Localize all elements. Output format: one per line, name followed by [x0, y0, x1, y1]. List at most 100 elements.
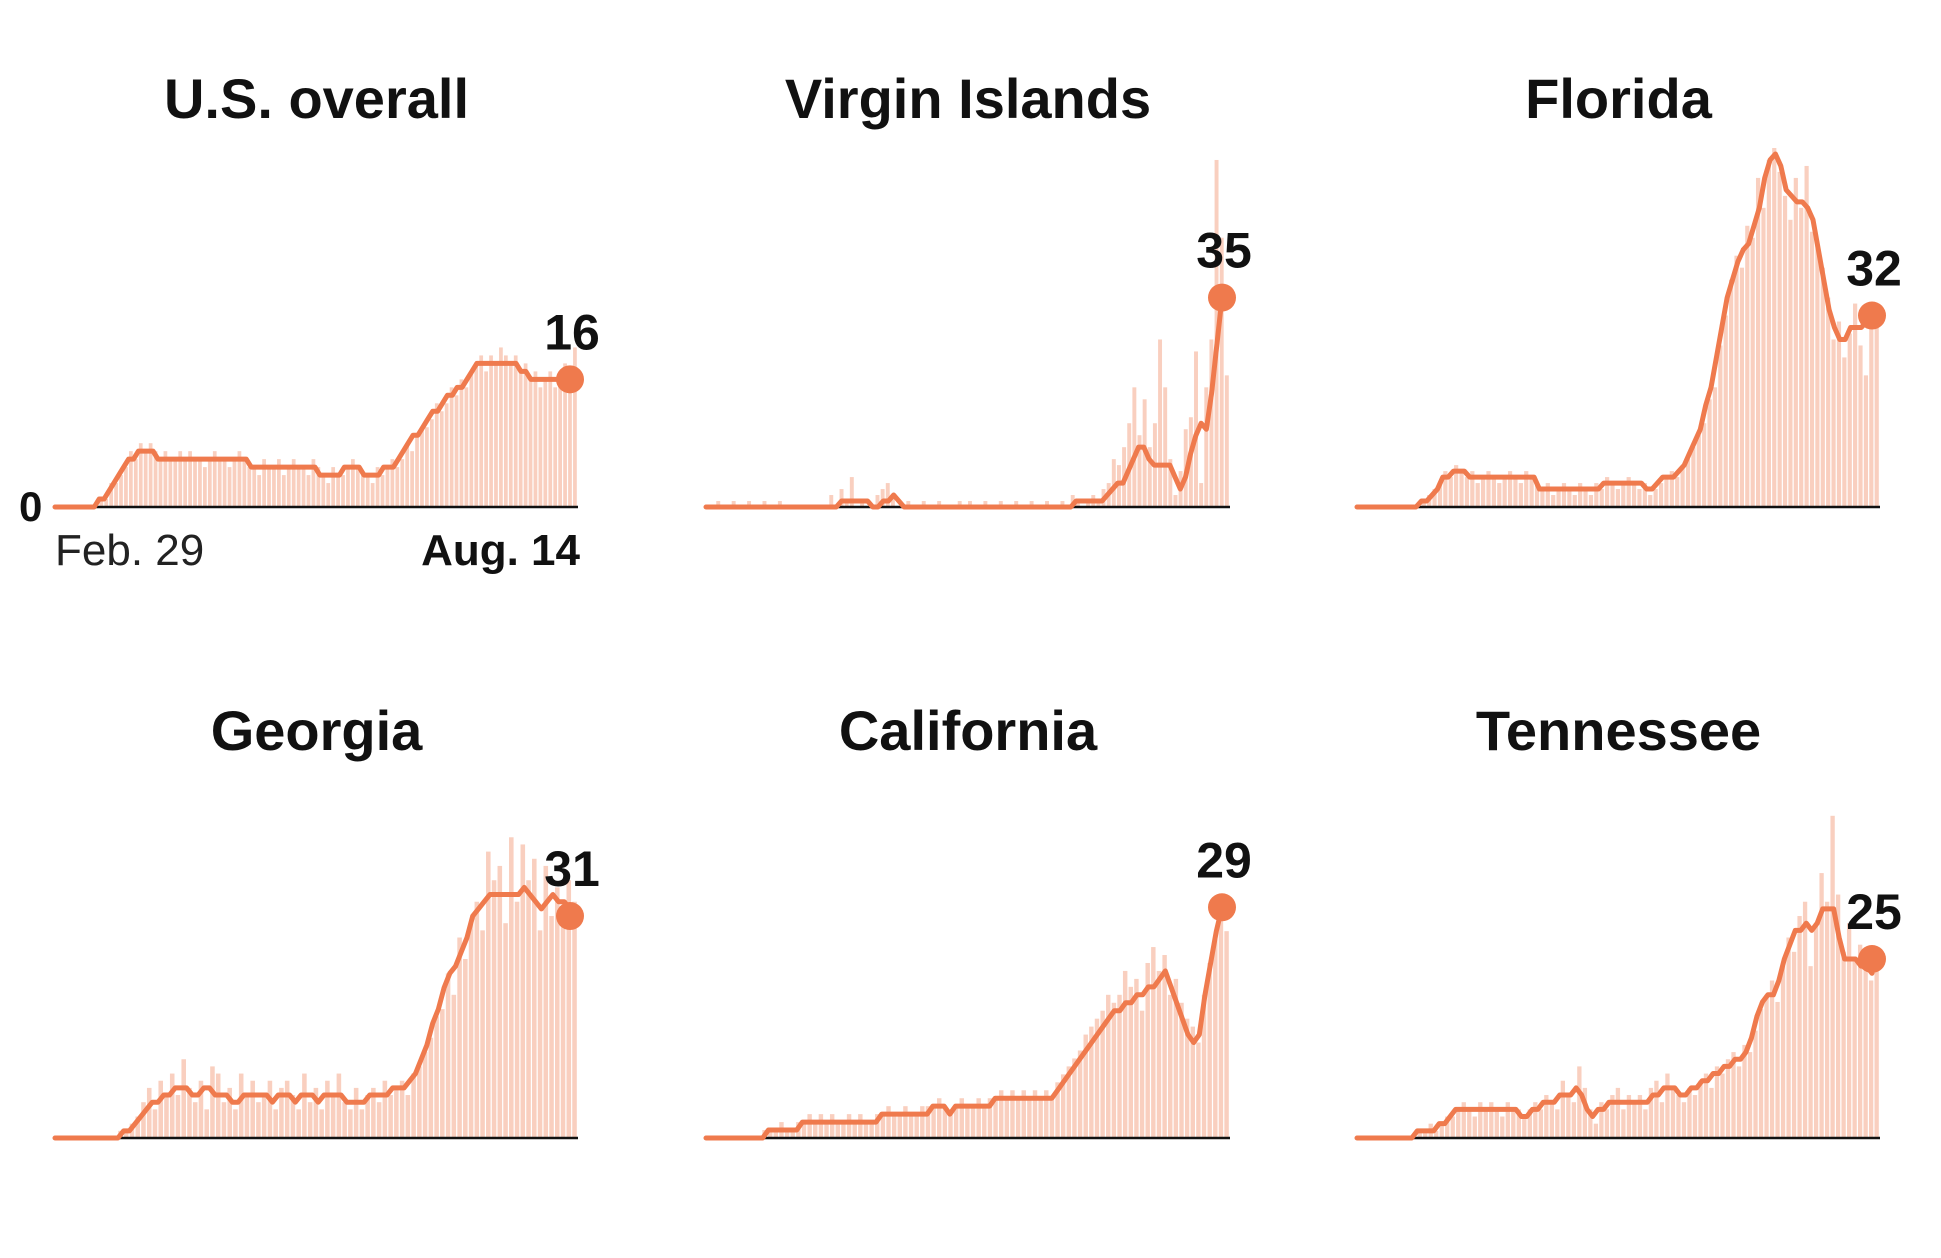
end-point-marker — [1208, 893, 1236, 922]
end-point-marker — [556, 365, 584, 394]
daily-bar — [1549, 1102, 1554, 1138]
daily-bar — [1857, 944, 1863, 1138]
daily-bar — [1642, 483, 1647, 507]
daily-bar — [1824, 901, 1830, 1138]
daily-bar — [365, 1095, 370, 1138]
daily-bar — [1718, 345, 1723, 507]
daily-bar — [1610, 1095, 1615, 1138]
daily-bar — [158, 1080, 163, 1138]
daily-bar — [1802, 901, 1808, 1138]
daily-bar — [1772, 148, 1777, 507]
daily-bar — [124, 467, 128, 507]
daily-bar — [518, 371, 523, 507]
daily-bar — [233, 1109, 238, 1138]
daily-bar — [1511, 1109, 1516, 1138]
daily-bar — [1777, 171, 1782, 507]
daily-bar — [849, 477, 854, 507]
daily-bar — [316, 467, 321, 507]
daily-bar — [133, 459, 138, 507]
daily-bar — [1615, 1087, 1621, 1138]
daily-bar — [1448, 477, 1453, 507]
daily-bar — [1209, 339, 1214, 507]
daily-bar — [1489, 1102, 1494, 1138]
daily-bar — [1027, 1098, 1032, 1138]
daily-bar — [1467, 1109, 1472, 1138]
daily-bars — [1417, 815, 1879, 1138]
daily-bar — [1491, 477, 1496, 507]
daily-bar — [1475, 483, 1480, 507]
daily-bar — [1863, 966, 1868, 1138]
daily-bar — [497, 865, 503, 1138]
daily-bar — [261, 1095, 267, 1138]
daily-bar — [1786, 937, 1791, 1138]
daily-bar — [451, 994, 457, 1138]
daily-bar — [1163, 387, 1168, 507]
daily-bar — [1813, 923, 1819, 1138]
daily-bar — [336, 475, 340, 507]
daily-bar — [1158, 339, 1163, 507]
daily-bar — [321, 475, 326, 507]
daily-bar — [1653, 489, 1658, 507]
daily-bar — [1094, 1018, 1100, 1138]
daily-bar — [1075, 501, 1080, 507]
daily-bar — [824, 1122, 829, 1138]
daily-bar — [863, 1122, 869, 1138]
daily-bar — [1769, 980, 1775, 1138]
daily-bar — [829, 1114, 835, 1138]
daily-bar — [247, 467, 252, 507]
daily-bar — [1836, 321, 1842, 507]
daily-bar — [152, 1109, 158, 1138]
daily-bar — [1134, 978, 1139, 1138]
daily-bar — [537, 930, 543, 1138]
daily-bar — [890, 495, 895, 507]
daily-bar — [1582, 1087, 1588, 1138]
daily-bar — [187, 1087, 192, 1138]
daily-bar — [365, 475, 370, 507]
daily-bar — [1516, 1109, 1521, 1138]
daily-bar — [1470, 471, 1475, 507]
daily-bar — [555, 887, 560, 1138]
daily-bar — [998, 501, 1003, 507]
daily-bar — [1654, 1080, 1659, 1138]
daily-bar — [1555, 1109, 1560, 1138]
daily-bar — [1869, 309, 1874, 507]
daily-bar — [291, 459, 296, 507]
daily-bar — [1218, 915, 1224, 1138]
daily-bar — [164, 1095, 169, 1138]
daily-bar — [1578, 483, 1583, 507]
daily-bar — [1868, 980, 1874, 1138]
daily-bar — [1835, 894, 1841, 1138]
daily-bar — [1664, 477, 1669, 507]
end-value-label: 16 — [544, 304, 600, 360]
daily-bar — [1021, 1090, 1026, 1138]
daily-bar — [425, 427, 429, 507]
daily-bar — [286, 467, 291, 507]
daily-bar — [925, 1106, 931, 1138]
daily-bar — [330, 1095, 336, 1138]
daily-bar — [1691, 447, 1696, 507]
end-point-marker — [1858, 945, 1886, 973]
panel-florida: Florida 32 — [1354, 67, 1902, 510]
daily-bar — [1594, 483, 1599, 507]
daily-bar — [566, 880, 572, 1138]
daily-bar — [1723, 315, 1728, 507]
daily-bar — [1173, 978, 1179, 1138]
daily-bar — [1577, 1066, 1582, 1138]
daily-bar — [906, 501, 911, 507]
daily-bar — [302, 1073, 307, 1138]
daily-bar — [1815, 243, 1820, 508]
daily-bar — [464, 387, 469, 507]
daily-bar — [1788, 219, 1793, 508]
daily-bar — [875, 495, 880, 507]
daily-bar — [370, 483, 375, 507]
daily-bar — [503, 923, 508, 1138]
daily-bar — [1066, 1066, 1072, 1138]
daily-bar — [1122, 970, 1128, 1138]
daily-bar — [1060, 1074, 1066, 1138]
daily-bar — [341, 475, 345, 507]
daily-bar — [1507, 471, 1513, 507]
daily-bar — [885, 483, 890, 507]
daily-bar — [508, 363, 513, 507]
daily-bar — [336, 1073, 342, 1138]
daily-bar — [1637, 1095, 1643, 1138]
